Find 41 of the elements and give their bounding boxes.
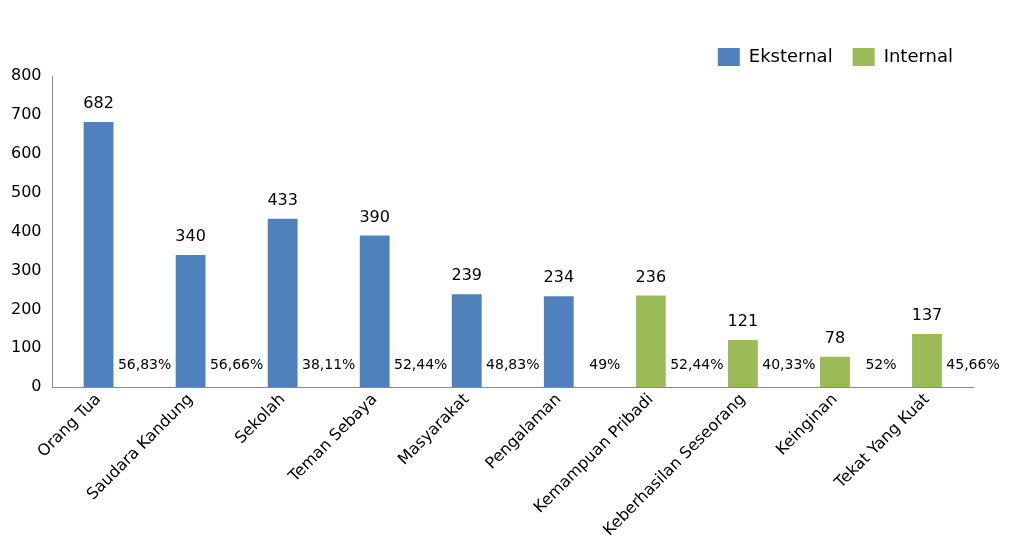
y-tick-label: 700 bbox=[10, 104, 42, 124]
data-label: 236 bbox=[635, 266, 667, 286]
y-tick-label: 100 bbox=[10, 337, 42, 357]
legend-label: Eksternal bbox=[748, 44, 833, 66]
data-label: 239 bbox=[451, 265, 483, 285]
data-label: 433 bbox=[267, 189, 298, 209]
y-tick-label: 300 bbox=[10, 259, 42, 279]
annotation: 38,11% bbox=[301, 355, 356, 372]
y-tick-label: 400 bbox=[10, 220, 42, 240]
bar bbox=[912, 333, 942, 388]
data-label: 78 bbox=[824, 327, 846, 347]
bar bbox=[727, 340, 758, 388]
data-label: 340 bbox=[175, 226, 206, 246]
bar bbox=[267, 218, 298, 388]
annotation: 40,33% bbox=[762, 355, 816, 372]
y-tick-label: 200 bbox=[10, 298, 42, 318]
annotation: 49% bbox=[589, 355, 621, 372]
bar bbox=[635, 295, 666, 388]
bar bbox=[83, 121, 114, 388]
annotation: 56,83% bbox=[117, 355, 172, 372]
y-tick-label: 600 bbox=[10, 142, 42, 162]
y-tick-label: 800 bbox=[10, 65, 42, 85]
y-tick-label: 0 bbox=[31, 376, 42, 396]
data-label: 137 bbox=[911, 305, 943, 325]
bar bbox=[543, 296, 574, 388]
annotation: 48,83% bbox=[486, 355, 540, 372]
annotation: 52% bbox=[865, 355, 897, 372]
bar bbox=[820, 356, 850, 388]
data-label: 682 bbox=[83, 93, 114, 113]
y-tick-label: 500 bbox=[10, 181, 42, 201]
data-label: 234 bbox=[543, 267, 575, 287]
bar bbox=[359, 235, 390, 388]
legend-label: Internal bbox=[883, 44, 953, 66]
annotation: 56,66% bbox=[209, 355, 264, 372]
bar bbox=[175, 254, 206, 388]
annotation: 45,66% bbox=[946, 355, 1000, 372]
annotation: 52,44% bbox=[394, 355, 448, 372]
data-label: 390 bbox=[359, 206, 390, 226]
annotation: 52,44% bbox=[670, 355, 724, 372]
data-label: 121 bbox=[727, 311, 759, 331]
bar bbox=[451, 294, 482, 388]
